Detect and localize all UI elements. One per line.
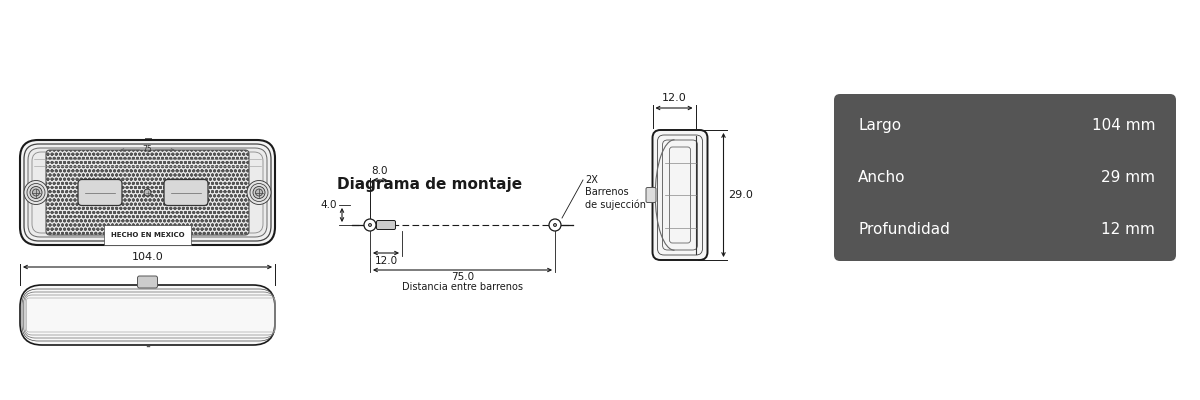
- Circle shape: [250, 184, 268, 202]
- FancyBboxPatch shape: [20, 140, 275, 245]
- FancyBboxPatch shape: [28, 148, 266, 237]
- Text: Distancia entre barrenos: Distancia entre barrenos: [402, 282, 523, 292]
- FancyBboxPatch shape: [653, 130, 708, 260]
- FancyBboxPatch shape: [46, 150, 250, 235]
- FancyBboxPatch shape: [24, 144, 271, 241]
- Text: 8.0: 8.0: [372, 166, 389, 176]
- Text: Ancho: Ancho: [858, 170, 906, 185]
- Circle shape: [364, 219, 376, 231]
- FancyBboxPatch shape: [78, 180, 122, 206]
- FancyBboxPatch shape: [20, 285, 275, 345]
- Circle shape: [253, 186, 265, 198]
- Circle shape: [368, 224, 372, 226]
- Text: HECHO EN MEXICO: HECHO EN MEXICO: [110, 232, 185, 238]
- FancyBboxPatch shape: [377, 220, 396, 230]
- Circle shape: [550, 219, 562, 231]
- Text: 29.0: 29.0: [728, 190, 754, 200]
- Text: Largo: Largo: [858, 118, 901, 133]
- FancyBboxPatch shape: [164, 180, 208, 206]
- Circle shape: [144, 189, 151, 196]
- Text: 29 mm: 29 mm: [1102, 170, 1154, 185]
- Text: 12 mm: 12 mm: [1102, 222, 1154, 237]
- Text: 75: 75: [143, 146, 152, 154]
- Text: 4.0: 4.0: [320, 200, 337, 210]
- FancyBboxPatch shape: [646, 188, 656, 202]
- Circle shape: [256, 189, 263, 196]
- Circle shape: [28, 184, 46, 202]
- Circle shape: [553, 224, 557, 226]
- Text: 12.0: 12.0: [374, 256, 397, 266]
- FancyBboxPatch shape: [834, 94, 1176, 261]
- FancyBboxPatch shape: [138, 276, 157, 288]
- Circle shape: [24, 180, 48, 204]
- Text: 75.0: 75.0: [451, 272, 474, 282]
- Text: Profundidad: Profundidad: [858, 222, 950, 237]
- Text: 12.0: 12.0: [661, 93, 686, 103]
- Text: 2X
Barrenos
de sujección: 2X Barrenos de sujección: [586, 175, 646, 210]
- Circle shape: [247, 180, 271, 204]
- Circle shape: [32, 189, 40, 196]
- Circle shape: [30, 186, 42, 198]
- Text: 104.0: 104.0: [132, 252, 163, 262]
- Text: 104 mm: 104 mm: [1092, 118, 1154, 133]
- Text: Diagrama de montaje: Diagrama de montaje: [337, 178, 522, 192]
